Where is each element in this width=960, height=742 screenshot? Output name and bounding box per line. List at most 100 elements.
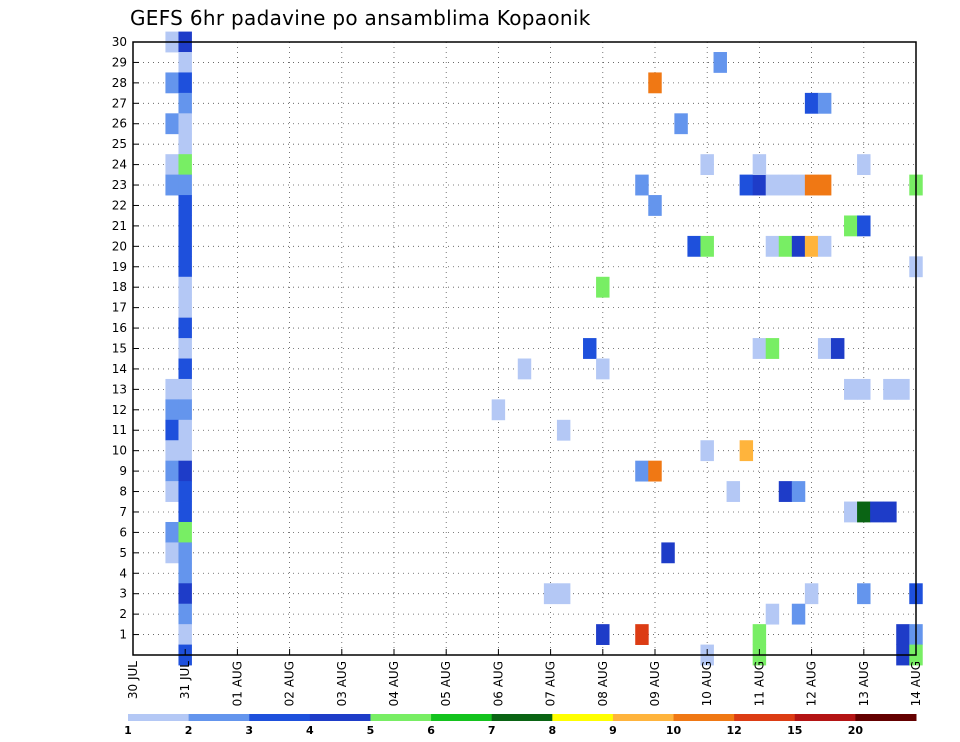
heatmap-cell <box>817 235 832 257</box>
heatmap-cell <box>165 521 179 543</box>
x-tick-label: 05 AUG <box>439 661 453 706</box>
colorbar-label: 6 <box>427 724 435 737</box>
y-tick-label: 5 <box>119 546 127 560</box>
heatmap-cell <box>165 440 179 462</box>
heatmap-cell <box>178 521 192 543</box>
heatmap-cell <box>752 338 767 359</box>
heatmap-cell <box>765 174 780 196</box>
colorbar: 1 2 3 4 5 6 7 8 9 10 12 15 20 <box>124 714 917 737</box>
heatmap-cell <box>178 174 192 196</box>
y-tick-label: 23 <box>112 178 127 192</box>
y-tick-label: 8 <box>119 485 127 499</box>
heatmap-cell <box>648 195 662 216</box>
heatmap-cell <box>596 276 610 298</box>
heatmap-cell <box>178 603 192 625</box>
y-tick-label: 30 <box>112 35 127 49</box>
y-tick-label: 2 <box>119 607 127 621</box>
x-tick-label: 07 AUG <box>544 661 558 706</box>
heatmap-cell <box>178 72 192 94</box>
y-tick-label: 13 <box>112 382 127 396</box>
heatmap-cell <box>739 174 754 196</box>
y-tick-label: 6 <box>119 525 127 539</box>
heatmap-cell <box>804 583 819 605</box>
heatmap-cell <box>178 501 192 523</box>
colorbar-label: 10 <box>666 724 682 737</box>
colorbar-label: 4 <box>306 724 314 737</box>
heatmap-cell <box>870 501 884 523</box>
y-tick-label: 1 <box>119 628 127 642</box>
colorbar-segment <box>673 714 735 721</box>
heatmap-cell <box>700 154 714 176</box>
heatmap-cell <box>491 399 506 421</box>
colorbar-segment <box>794 714 856 721</box>
heatmap-cell <box>165 72 179 94</box>
y-tick-label: 3 <box>119 587 127 601</box>
heatmap-cell <box>739 440 754 462</box>
y-axis: 1234567891011121314151617181920212223242… <box>112 35 139 642</box>
heatmap-cell <box>857 501 871 523</box>
colorbar-segment <box>491 714 553 721</box>
heatmap-cell <box>896 624 910 645</box>
heatmap-cell <box>178 235 192 257</box>
heatmap-cell <box>857 154 871 176</box>
heatmap-cell <box>804 174 819 196</box>
heatmap-cell <box>648 460 662 482</box>
heatmap-cell <box>178 215 192 237</box>
colorbar-segment <box>855 714 917 721</box>
heatmap-cell <box>178 195 192 216</box>
heatmap-cell <box>857 378 871 400</box>
x-axis: 30 JUL 31 JUL 01 AUG 02 AUG 03 AUG 04 AUG 05 A… <box>126 649 923 706</box>
heatmap-cell <box>583 338 597 359</box>
y-tick-label: 15 <box>112 342 127 356</box>
heatmap-cell <box>648 72 662 94</box>
heatmap-cell <box>178 154 192 176</box>
y-tick-label: 20 <box>112 239 127 253</box>
heatmap-cell <box>178 378 192 400</box>
heatmap-cell <box>713 52 727 73</box>
heatmap-cell <box>178 358 192 380</box>
heatmap-cell <box>178 399 192 421</box>
y-tick-label: 17 <box>112 301 127 315</box>
heatmap-cell <box>844 378 858 400</box>
chart-title: GEFS 6hr padavine po ansamblima Kopaonik <box>130 6 591 30</box>
heatmap-cell <box>165 154 179 176</box>
heatmap-cell <box>791 235 806 257</box>
y-tick-label: 24 <box>112 158 127 172</box>
heatmap-cell <box>178 113 192 135</box>
heatmap-cell <box>635 624 649 645</box>
colorbar-label: 8 <box>548 724 556 737</box>
heatmap-cell <box>817 92 832 114</box>
heatmap-cell <box>165 481 179 502</box>
heatmap-cell <box>778 235 793 257</box>
heatmap-cell <box>778 481 793 502</box>
y-tick-label: 16 <box>112 321 127 335</box>
heatmap-cell <box>178 583 192 605</box>
heatmap-cell <box>830 338 845 359</box>
heatmap-cell <box>165 174 179 196</box>
x-tick-label: 09 AUG <box>648 661 662 706</box>
x-tick-label: 11 AUG <box>752 661 766 706</box>
heatmap-cell <box>178 562 192 584</box>
heatmap-cell <box>178 460 192 482</box>
heatmap-cell <box>178 440 192 462</box>
heatmap-cell <box>635 174 649 196</box>
colorbar-label: 15 <box>787 724 802 737</box>
colorbar-label: 12 <box>726 724 741 737</box>
x-tick-label: 03 AUG <box>335 661 349 706</box>
colorbar-segment <box>612 714 675 721</box>
heatmap-cell <box>791 603 806 625</box>
heatmap-cell <box>178 481 192 502</box>
heatmap-cell <box>752 624 767 645</box>
x-tick-label: 31 JUL <box>178 661 192 699</box>
heatmap-cell <box>804 235 819 257</box>
heatmap-cell <box>178 338 192 359</box>
y-tick-label: 11 <box>112 423 127 437</box>
heatmap-cell <box>178 92 192 114</box>
colorbar-segment <box>188 714 250 721</box>
heatmap-cell <box>804 92 819 114</box>
heatmap-cell <box>817 174 832 196</box>
heatmap-cell <box>165 460 179 482</box>
x-tick-label: 10 AUG <box>700 661 714 706</box>
y-tick-label: 14 <box>112 362 127 376</box>
